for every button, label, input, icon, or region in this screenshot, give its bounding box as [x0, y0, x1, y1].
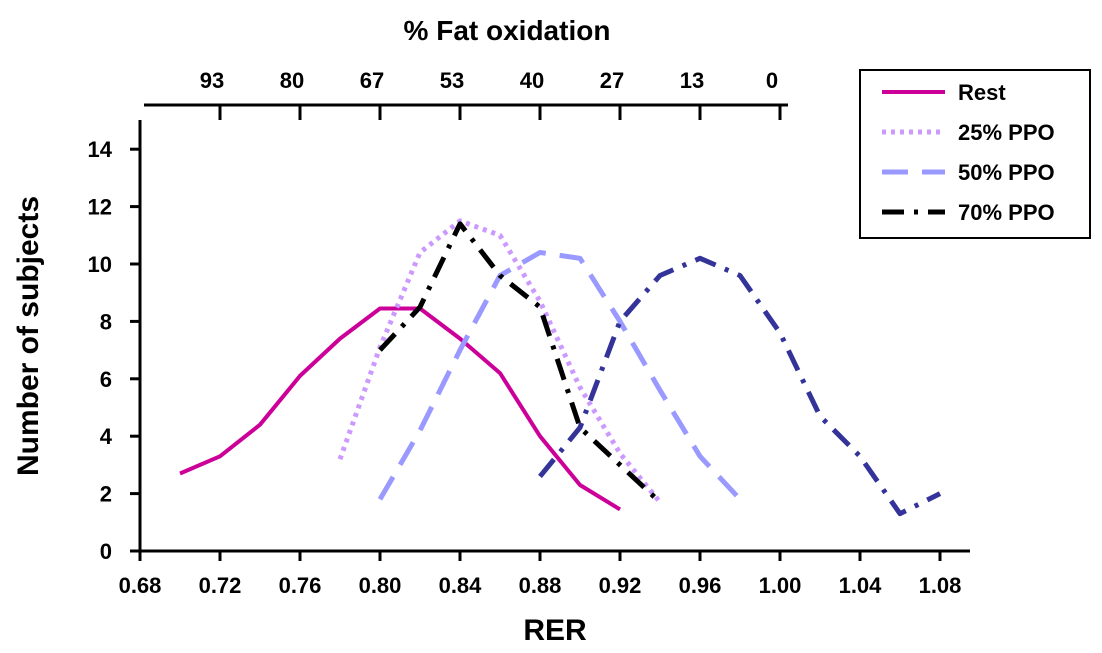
y-tick-label: 14 — [88, 137, 113, 162]
legend-label: Rest — [958, 80, 1006, 105]
y-axis-label: Number of subjects — [12, 196, 45, 476]
x-tick-label: 0.96 — [679, 573, 722, 598]
legend-label: 50% PPO — [958, 160, 1055, 185]
legend-label: 25% PPO — [958, 120, 1055, 145]
y-tick-label: 2 — [100, 482, 112, 507]
x-tick-label: 0.88 — [519, 573, 562, 598]
x-tick-label: 0.80 — [359, 573, 402, 598]
top-axis-tick-label: 53 — [440, 68, 464, 93]
series-line-50-ppo — [377, 250, 742, 502]
y-tick-label: 8 — [100, 309, 112, 334]
series-line-rest — [179, 306, 622, 512]
top-axis-tick-label: 27 — [600, 68, 624, 93]
x-tick-label: 1.04 — [839, 573, 883, 598]
series-line-unlabeled-4 — [538, 255, 942, 517]
top-axis-tick-label: 40 — [520, 68, 544, 93]
series-line-70-ppo — [378, 221, 662, 505]
x-axis-label: RER — [523, 614, 587, 647]
y-tick-label: 10 — [88, 252, 112, 277]
top-axis-tick-label: 0 — [766, 68, 778, 93]
x-tick-label: 0.68 — [119, 573, 162, 598]
x-tick-label: 0.92 — [599, 573, 642, 598]
x-tick-label: 1.08 — [919, 573, 962, 598]
top-axis-title: % Fat oxidation — [404, 15, 611, 46]
top-axis-tick-label: 80 — [280, 68, 304, 93]
y-tick-label: 0 — [100, 539, 112, 564]
legend-label: 70% PPO — [958, 200, 1055, 225]
top-axis-tick-label: 13 — [680, 68, 704, 93]
x-tick-label: 0.76 — [279, 573, 322, 598]
y-tick-label: 6 — [100, 367, 112, 392]
x-tick-label: 0.84 — [439, 573, 483, 598]
series-line-25-ppo — [337, 218, 662, 504]
y-tick-label: 12 — [88, 195, 112, 220]
y-tick-label: 4 — [100, 424, 113, 449]
x-tick-label: 0.72 — [199, 573, 242, 598]
top-axis-tick-label: 67 — [360, 68, 384, 93]
top-axis-tick-label: 93 — [200, 68, 224, 93]
x-tick-label: 1.00 — [759, 573, 802, 598]
